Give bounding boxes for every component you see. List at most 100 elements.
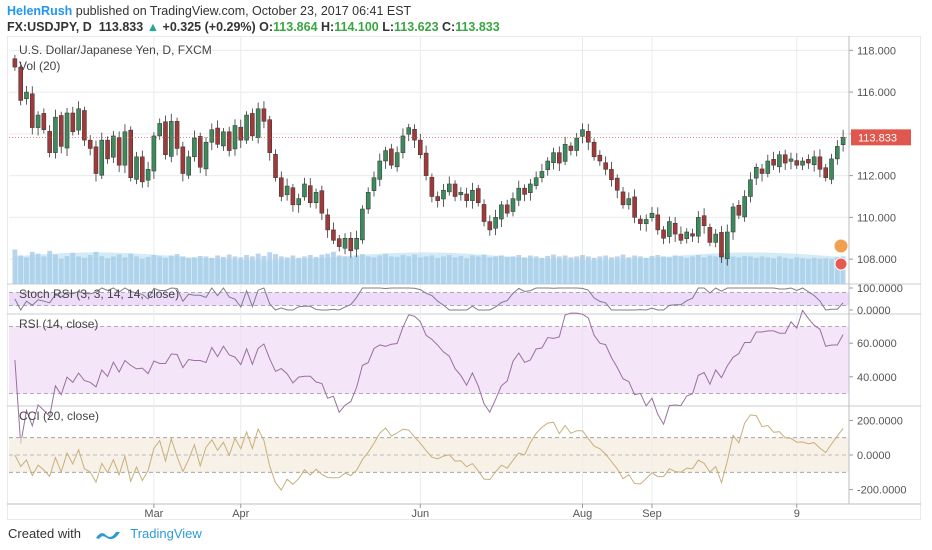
candle-body[interactable] (307, 185, 313, 204)
candle-body[interactable] (325, 214, 330, 231)
candle-body[interactable] (777, 154, 782, 168)
candle-body[interactable] (238, 126, 244, 141)
candle-body[interactable] (458, 192, 464, 196)
candle-body[interactable] (35, 114, 41, 128)
candle-body[interactable] (800, 160, 805, 166)
chart-canvas[interactable]: 118.000116.000114.000112.000110.000108.0… (7, 36, 921, 520)
rsi-line[interactable] (14, 309, 844, 445)
candle-body[interactable] (18, 66, 23, 101)
candle-body[interactable] (835, 146, 840, 160)
candle-body[interactable] (533, 177, 539, 186)
tradingview-brand[interactable]: TradingView (130, 526, 202, 541)
candle-body[interactable] (41, 113, 47, 130)
candle-body[interactable] (429, 177, 435, 197)
candle-body[interactable] (504, 204, 510, 214)
candle-body[interactable] (24, 91, 29, 100)
candle-body[interactable] (481, 204, 487, 222)
candle-body[interactable] (348, 237, 354, 252)
candle-body[interactable] (53, 116, 58, 153)
candle-body[interactable] (452, 183, 458, 197)
candle-body[interactable] (163, 121, 168, 155)
candle-body[interactable] (313, 192, 319, 204)
candle-body[interactable] (302, 183, 307, 198)
candle-body[interactable] (638, 218, 643, 224)
candle-body[interactable] (331, 229, 336, 241)
candle-body[interactable] (296, 198, 301, 206)
cci-pane[interactable] (9, 414, 849, 492)
candle-body[interactable] (12, 58, 18, 68)
candle-body[interactable] (672, 222, 678, 235)
candle-body[interactable] (632, 196, 637, 218)
candle-body[interactable] (64, 112, 70, 149)
candle-body[interactable] (336, 238, 342, 247)
candle-body[interactable] (574, 137, 579, 151)
candle-body[interactable] (423, 152, 429, 176)
candle-body[interactable] (829, 158, 834, 180)
candle-body[interactable] (157, 123, 162, 137)
candle-body[interactable] (765, 160, 771, 174)
candle-body[interactable] (724, 231, 730, 259)
chart-area[interactable]: 118.000116.000114.000112.000110.000108.0… (7, 36, 921, 520)
candle-body[interactable] (690, 233, 695, 237)
candle-body[interactable] (551, 152, 556, 163)
candle-body[interactable] (342, 237, 348, 249)
candle-body[interactable] (661, 229, 666, 239)
candle-body[interactable] (319, 190, 325, 214)
candle-body[interactable] (29, 93, 35, 128)
candle-body[interactable] (499, 204, 504, 220)
stoch-rsi-line[interactable] (14, 287, 844, 311)
author-link[interactable]: HelenRush (7, 4, 73, 18)
candle-body[interactable] (128, 129, 134, 178)
candle-body[interactable] (284, 185, 290, 196)
candle-body[interactable] (441, 189, 446, 200)
candle-body[interactable] (389, 148, 394, 166)
candle-body[interactable] (168, 121, 174, 157)
candle-body[interactable] (562, 144, 568, 162)
candle-body[interactable] (58, 115, 64, 147)
candle-body[interactable] (545, 160, 551, 171)
candle-body[interactable] (806, 159, 811, 164)
flag-icon[interactable] (834, 257, 848, 271)
candle-body[interactable] (111, 135, 116, 158)
candle-body[interactable] (713, 233, 718, 243)
candle-body[interactable] (371, 177, 377, 191)
candle-body[interactable] (840, 137, 846, 145)
candle-body[interactable] (290, 187, 296, 206)
event-icon[interactable] (833, 238, 849, 254)
candle-body[interactable] (255, 108, 261, 138)
candle-body[interactable] (418, 139, 423, 155)
candle-body[interactable] (400, 135, 406, 153)
candle-body[interactable] (446, 183, 452, 193)
candle-body[interactable] (261, 108, 267, 122)
candle-body[interactable] (99, 139, 105, 176)
candle-body[interactable] (811, 156, 817, 166)
candle-body[interactable] (360, 208, 365, 241)
candle-body[interactable] (788, 158, 794, 162)
candle-body[interactable] (649, 212, 655, 219)
candle-body[interactable] (580, 129, 585, 137)
candle-body[interactable] (730, 206, 736, 233)
candle-body[interactable] (510, 198, 516, 212)
candle-body[interactable] (794, 160, 800, 166)
candle-body[interactable] (226, 131, 232, 151)
candle-body[interactable] (597, 154, 603, 162)
candle-body[interactable] (475, 188, 481, 204)
candle-body[interactable] (82, 110, 87, 141)
candle-body[interactable] (539, 171, 545, 178)
candle-body[interactable] (215, 127, 220, 145)
candle-body[interactable] (742, 196, 747, 218)
candle-body[interactable] (516, 187, 522, 201)
candle-body[interactable] (377, 160, 383, 180)
candle-body[interactable] (667, 221, 672, 237)
candle-body[interactable] (748, 179, 753, 197)
candle-body[interactable] (591, 141, 597, 158)
candle-body[interactable] (116, 137, 122, 166)
candle-body[interactable] (817, 156, 823, 170)
candle-body[interactable] (279, 177, 284, 197)
candle-body[interactable] (145, 169, 151, 181)
candle-body[interactable] (707, 227, 713, 243)
candle-body[interactable] (655, 214, 661, 231)
candle-body[interactable] (753, 167, 759, 179)
candle-body[interactable] (759, 168, 765, 174)
candle-body[interactable] (105, 139, 110, 160)
